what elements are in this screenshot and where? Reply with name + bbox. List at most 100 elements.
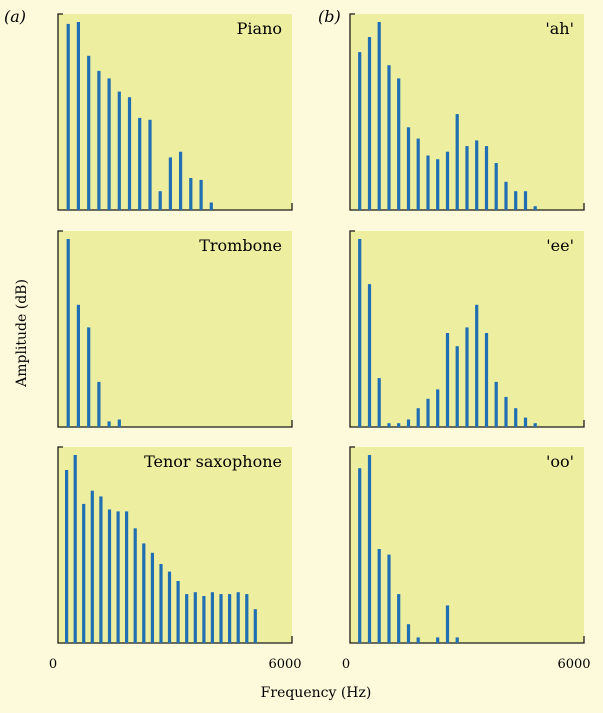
bar-tenor-saxophone-harmonic-5 — [99, 496, 103, 643]
bar-tenor-saxophone-harmonic-6 — [107, 509, 112, 643]
bar-piano-harmonic-15 — [209, 202, 213, 210]
bar-tenor-saxophone-harmonic-9 — [133, 528, 137, 643]
bar-tenor-saxophone-harmonic-7 — [116, 511, 120, 643]
bar-ee-harmonic-1 — [358, 239, 362, 427]
bar-trombone-harmonic-5 — [107, 421, 111, 427]
bar-ee-harmonic-16 — [504, 396, 508, 427]
bar-tenor-saxophone-harmonic-22 — [245, 594, 249, 643]
bar-ah-harmonic-10 — [445, 151, 450, 210]
axis-ee — [349, 230, 585, 428]
bar-ah-harmonic-14 — [484, 146, 489, 210]
bar-ee-harmonic-7 — [416, 408, 420, 427]
bar-ee-harmonic-18 — [523, 417, 528, 427]
bar-ee-harmonic-10 — [445, 333, 450, 427]
bar-ah-harmonic-9 — [436, 159, 440, 210]
bar-oo-harmonic-11 — [455, 637, 459, 643]
plot-area-trombone — [58, 231, 292, 427]
bar-ee-harmonic-3 — [377, 378, 381, 427]
bar-tenor-saxophone-harmonic-2 — [73, 455, 77, 643]
panel-title-ah: 'ah' — [545, 19, 574, 38]
axis-tenor-saxophone — [57, 446, 293, 644]
bar-piano-harmonic-2 — [76, 22, 80, 210]
bar-tenor-saxophone-harmonic-15 — [185, 594, 189, 643]
axis-oo — [349, 446, 585, 644]
bar-piano-harmonic-7 — [127, 97, 132, 210]
bar-oo-harmonic-9 — [436, 637, 440, 643]
bar-ee-harmonic-8 — [426, 398, 430, 427]
bar-ee-harmonic-13 — [475, 304, 479, 427]
panel-title-ee: 'ee' — [546, 236, 574, 255]
x-tick-left-end: 6000 — [268, 657, 301, 672]
bar-tenor-saxophone-harmonic-17 — [202, 596, 206, 643]
bar-tenor-saxophone-harmonic-21 — [236, 592, 240, 643]
panel-title-trombone: Trombone — [199, 236, 282, 255]
bar-ah-harmonic-3 — [377, 22, 381, 210]
plot-area-oo — [350, 447, 584, 643]
panel-piano: Piano — [57, 13, 293, 211]
bar-piano-harmonic-8 — [138, 117, 142, 210]
bar-tenor-saxophone-harmonic-8 — [125, 511, 129, 643]
axis-ah — [349, 13, 585, 211]
x-tick-right-end: 6000 — [557, 657, 590, 672]
bar-tenor-saxophone-harmonic-1 — [65, 470, 69, 643]
bar-tenor-saxophone-harmonic-10 — [142, 543, 146, 643]
bar-ee-harmonic-9 — [436, 389, 440, 427]
bar-oo-harmonic-7 — [416, 637, 420, 643]
bar-tenor-saxophone-harmonic-16 — [193, 592, 197, 643]
plot-area-tenor-saxophone — [58, 447, 292, 643]
bar-tenor-saxophone-harmonic-12 — [159, 564, 163, 643]
axis-trombone — [57, 230, 293, 428]
bar-ah-harmonic-2 — [367, 37, 372, 210]
bar-ee-harmonic-19 — [533, 423, 537, 427]
bar-ah-harmonic-4 — [387, 65, 391, 210]
panel-title-piano: Piano — [237, 19, 282, 38]
bar-oo-harmonic-1 — [358, 468, 362, 643]
bar-oo-harmonic-3 — [377, 549, 381, 643]
bar-trombone-harmonic-3 — [87, 327, 91, 427]
bar-ah-harmonic-8 — [426, 155, 430, 210]
bar-oo-harmonic-5 — [397, 594, 401, 643]
bar-piano-harmonic-9 — [148, 119, 152, 210]
y-axis-label: Amplitude (dB) — [14, 279, 30, 388]
bar-ah-harmonic-13 — [475, 140, 479, 210]
bar-oo-harmonic-6 — [406, 624, 411, 643]
bar-ah-harmonic-1 — [358, 52, 362, 210]
bar-ah-harmonic-5 — [397, 78, 401, 211]
bar-piano-harmonic-4 — [97, 70, 101, 211]
bar-ee-harmonic-6 — [406, 419, 411, 427]
bar-trombone-harmonic-4 — [97, 381, 101, 427]
bar-oo-harmonic-2 — [367, 455, 372, 643]
bar-oo-harmonic-4 — [387, 554, 391, 643]
bar-ee-harmonic-5 — [397, 423, 401, 427]
spectra-panels: Piano Trombone Tenor saxophone 'ah' 'ee' 'oo' — [57, 13, 585, 644]
bar-ah-harmonic-19 — [533, 206, 537, 210]
bar-tenor-saxophone-harmonic-20 — [228, 594, 232, 643]
x-tick-right-start: 0 — [342, 657, 350, 672]
x-tick-left-start: 0 — [49, 657, 57, 672]
bar-ee-harmonic-2 — [367, 284, 372, 427]
bar-oo-harmonic-10 — [445, 605, 450, 643]
panel-ee: 'ee' — [349, 230, 585, 428]
bar-piano-harmonic-1 — [66, 23, 70, 211]
panel-title-tenor-saxophone: Tenor saxophone — [144, 452, 282, 471]
panel-title-oo: 'oo' — [546, 452, 574, 471]
bar-tenor-saxophone-harmonic-4 — [90, 490, 94, 643]
bar-ah-harmonic-18 — [523, 191, 528, 210]
panel-tenor-saxophone: Tenor saxophone — [57, 446, 293, 644]
bar-piano-harmonic-13 — [189, 178, 193, 210]
bar-ah-harmonic-15 — [494, 163, 498, 210]
bar-tenor-saxophone-harmonic-14 — [176, 581, 180, 643]
bar-trombone-harmonic-2 — [76, 304, 80, 427]
bar-tenor-saxophone-harmonic-19 — [219, 594, 223, 643]
bar-piano-harmonic-10 — [158, 191, 162, 210]
bar-ee-harmonic-4 — [387, 423, 391, 427]
bar-ah-harmonic-16 — [504, 181, 508, 210]
bar-ee-harmonic-12 — [465, 327, 469, 427]
bar-ee-harmonic-11 — [455, 346, 459, 427]
bar-piano-harmonic-5 — [107, 78, 111, 211]
bar-ah-harmonic-11 — [455, 114, 459, 210]
bar-tenor-saxophone-harmonic-3 — [82, 503, 86, 643]
bar-ee-harmonic-14 — [484, 333, 489, 427]
x-axis-label: Frequency (Hz) — [261, 685, 372, 701]
